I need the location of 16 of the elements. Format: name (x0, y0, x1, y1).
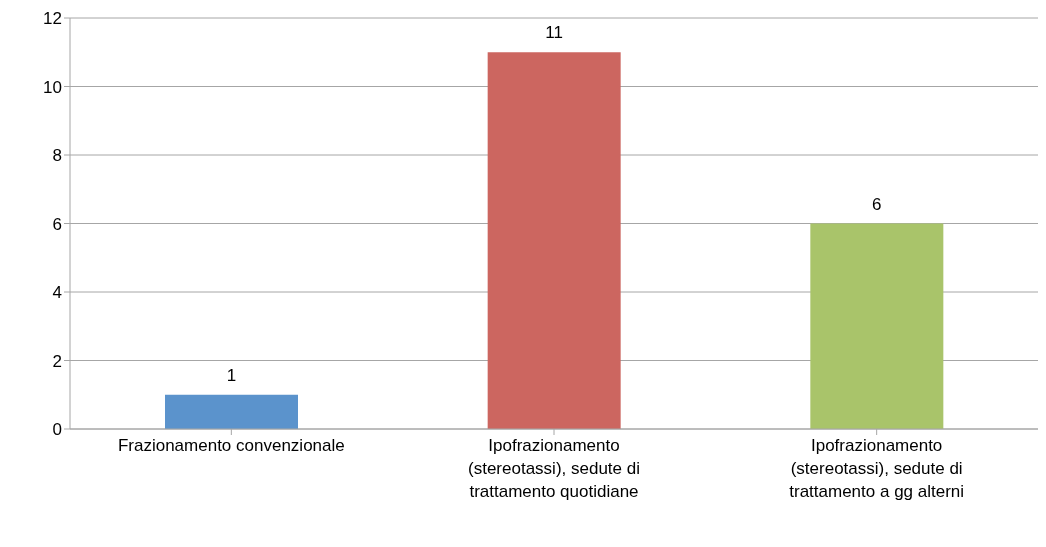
bar (487, 52, 621, 429)
y-tick-label: 12 (43, 9, 62, 29)
x-tick-label: Ipofrazionamento (stereotassi), sedute di trattamento quotidiane (468, 436, 640, 501)
data-label: 11 (545, 23, 563, 43)
data-label: 6 (872, 194, 882, 214)
x-tick-label: Frazionamento convenzionale (117, 436, 345, 455)
y-tick-label: 2 (52, 351, 62, 371)
bar (810, 223, 944, 429)
y-tick-label: 6 (52, 214, 62, 234)
y-tick-label: 8 (52, 146, 62, 166)
y-tick-label: 0 (52, 420, 62, 440)
y-tick-label: 4 (52, 283, 62, 303)
y-tick-label: 10 (43, 77, 62, 97)
data-label: 1 (226, 365, 237, 385)
x-tick-label: Ipofrazionamento (stereotassi), sedute di trattamento a gg alterni (789, 436, 965, 501)
bar (165, 394, 298, 429)
